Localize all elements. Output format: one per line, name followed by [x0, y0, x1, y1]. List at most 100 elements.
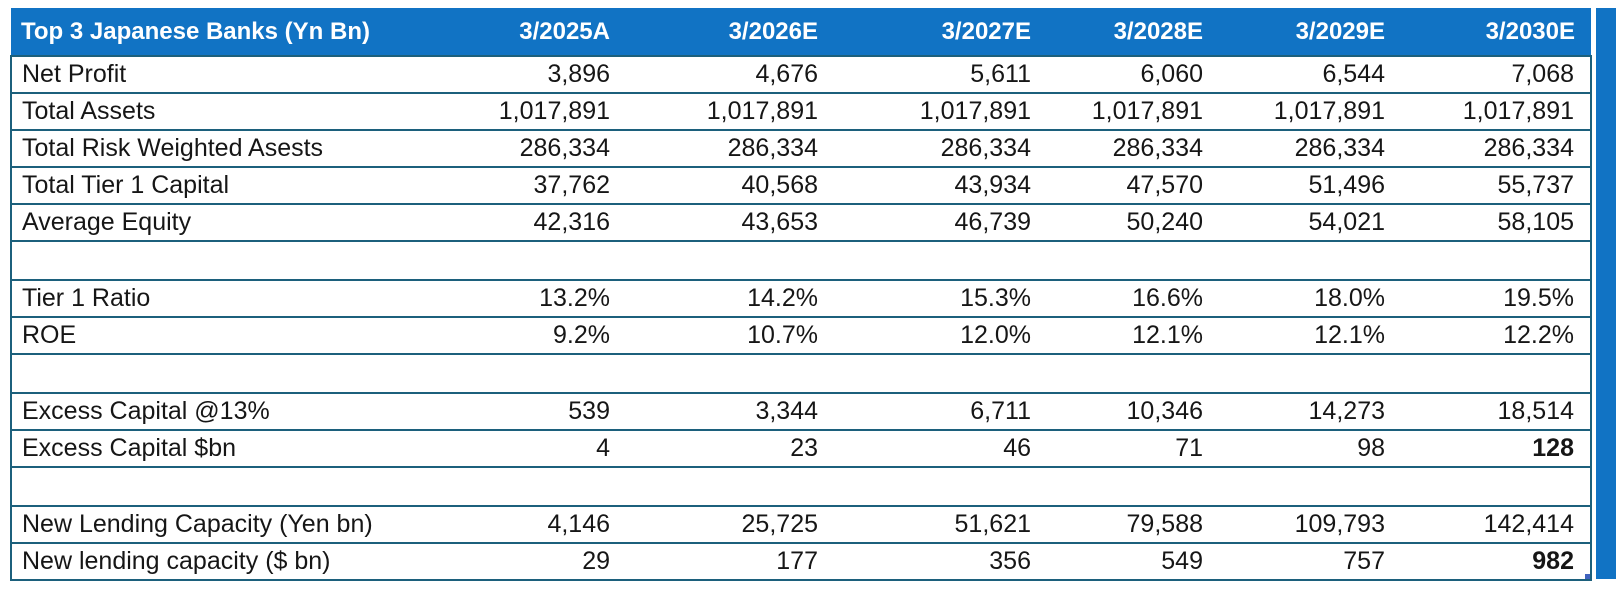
value-cell[interactable]: 109,793: [1219, 505, 1401, 544]
table-row: Average Equity 42,316 43,653 46,739 50,240 54…: [10, 203, 1592, 242]
spacer-cell: [10, 354, 1592, 393]
row-label[interactable]: Excess Capital $bn: [10, 429, 441, 468]
value-cell[interactable]: 1,017,891: [441, 92, 626, 131]
value-cell[interactable]: 3,344: [626, 392, 834, 431]
value-cell[interactable]: 16.6%: [1047, 279, 1219, 318]
row-label[interactable]: Net Profit: [10, 55, 441, 94]
value-cell[interactable]: 15.3%: [834, 279, 1047, 318]
table-row: New Lending Capacity (Yen bn) 4,146 25,725…: [10, 505, 1592, 544]
spacer-row: [10, 241, 1592, 280]
row-label[interactable]: New Lending Capacity (Yen bn): [10, 505, 441, 544]
value-cell[interactable]: 1,017,891: [834, 92, 1047, 131]
value-cell[interactable]: 6,544: [1219, 55, 1401, 94]
value-cell[interactable]: 43,653: [626, 203, 834, 242]
table-row: Excess Capital $bn 4 23 46 71 98 128: [10, 429, 1592, 468]
value-cell[interactable]: 13.2%: [441, 279, 626, 318]
value-cell[interactable]: 18.0%: [1219, 279, 1401, 318]
table-row: Net Profit 3,896 4,676 5,611 6,060 6,544 7,068: [10, 55, 1592, 94]
table-header-row: Top 3 Japanese Banks (Yn Bn) 3/2025A 3/202…: [11, 8, 1591, 57]
blue-edge-bar: [1596, 8, 1616, 579]
banks-financials-table: Top 3 Japanese Banks (Yn Bn) 3/2025A 3/202…: [10, 8, 1592, 581]
value-cell[interactable]: 3,896: [441, 55, 626, 94]
value-cell[interactable]: 37,762: [441, 166, 626, 205]
spacer-row: [10, 354, 1592, 393]
value-cell[interactable]: 71: [1047, 429, 1219, 468]
value-cell[interactable]: 79,588: [1047, 505, 1219, 544]
value-cell[interactable]: 6,060: [1047, 55, 1219, 94]
value-cell[interactable]: 50,240: [1047, 203, 1219, 242]
value-cell[interactable]: 14,273: [1219, 392, 1401, 431]
value-cell[interactable]: 55,737: [1401, 166, 1592, 205]
value-cell[interactable]: 43,934: [834, 166, 1047, 205]
value-cell[interactable]: 128: [1401, 429, 1592, 468]
value-cell[interactable]: 1,017,891: [1219, 92, 1401, 131]
spacer-row: [10, 467, 1592, 506]
table-row: Tier 1 Ratio 13.2% 14.2% 15.3% 16.6% 18.0% 19.…: [10, 279, 1592, 318]
value-cell[interactable]: 4,676: [626, 55, 834, 94]
table-title[interactable]: Top 3 Japanese Banks (Yn Bn): [11, 8, 441, 57]
row-label[interactable]: Excess Capital @13%: [10, 392, 441, 431]
row-label[interactable]: Total Risk Weighted Asests: [10, 129, 441, 168]
value-cell[interactable]: 286,334: [441, 129, 626, 168]
value-cell[interactable]: 42,316: [441, 203, 626, 242]
row-label[interactable]: Total Assets: [10, 92, 441, 131]
value-cell[interactable]: 54,021: [1219, 203, 1401, 242]
value-cell[interactable]: 12.1%: [1047, 316, 1219, 355]
value-cell[interactable]: 1,017,891: [1401, 92, 1592, 131]
value-cell[interactable]: 12.0%: [834, 316, 1047, 355]
value-cell[interactable]: 12.2%: [1401, 316, 1592, 355]
value-cell[interactable]: 286,334: [834, 129, 1047, 168]
value-cell[interactable]: 539: [441, 392, 626, 431]
value-cell[interactable]: 51,621: [834, 505, 1047, 544]
column-header[interactable]: 3/2026E: [626, 8, 834, 57]
row-label[interactable]: New lending capacity ($ bn): [10, 542, 441, 581]
value-cell[interactable]: 982: [1401, 542, 1592, 581]
value-cell[interactable]: 12.1%: [1219, 316, 1401, 355]
row-label[interactable]: Average Equity: [10, 203, 441, 242]
column-header[interactable]: 3/2027E: [834, 8, 1047, 57]
value-cell[interactable]: 4,146: [441, 505, 626, 544]
value-cell[interactable]: 286,334: [1401, 129, 1592, 168]
value-cell[interactable]: 19.5%: [1401, 279, 1592, 318]
value-cell[interactable]: 40,568: [626, 166, 834, 205]
value-cell[interactable]: 356: [834, 542, 1047, 581]
value-cell[interactable]: 23: [626, 429, 834, 468]
column-header[interactable]: 3/2030E: [1401, 8, 1591, 57]
value-cell[interactable]: 51,496: [1219, 166, 1401, 205]
row-label[interactable]: ROE: [10, 316, 441, 355]
column-header[interactable]: 3/2025A: [441, 8, 626, 57]
row-label[interactable]: Tier 1 Ratio: [10, 279, 441, 318]
value-cell[interactable]: 10.7%: [626, 316, 834, 355]
value-cell[interactable]: 7,068: [1401, 55, 1592, 94]
value-cell[interactable]: 1,017,891: [626, 92, 834, 131]
value-cell[interactable]: 142,414: [1401, 505, 1592, 544]
column-header[interactable]: 3/2028E: [1047, 8, 1219, 57]
value-cell[interactable]: 18,514: [1401, 392, 1592, 431]
value-cell[interactable]: 9.2%: [441, 316, 626, 355]
value-cell[interactable]: 46,739: [834, 203, 1047, 242]
spacer-cell: [10, 467, 1592, 506]
value-cell[interactable]: 177: [626, 542, 834, 581]
row-label[interactable]: Total Tier 1 Capital: [10, 166, 441, 205]
value-cell[interactable]: 1,017,891: [1047, 92, 1219, 131]
value-cell[interactable]: 286,334: [1047, 129, 1219, 168]
value-cell[interactable]: 46: [834, 429, 1047, 468]
value-cell[interactable]: 6,711: [834, 392, 1047, 431]
value-cell[interactable]: 10,346: [1047, 392, 1219, 431]
value-cell[interactable]: 4: [441, 429, 626, 468]
table-row: New lending capacity ($ bn) 29 177 356 549 75…: [10, 542, 1592, 581]
fill-handle[interactable]: [1584, 573, 1589, 578]
value-cell[interactable]: 47,570: [1047, 166, 1219, 205]
value-cell[interactable]: 29: [441, 542, 626, 581]
value-cell[interactable]: 14.2%: [626, 279, 834, 318]
value-cell[interactable]: 286,334: [626, 129, 834, 168]
value-cell[interactable]: 25,725: [626, 505, 834, 544]
column-header[interactable]: 3/2029E: [1219, 8, 1401, 57]
value-cell[interactable]: 757: [1219, 542, 1401, 581]
value-cell[interactable]: 286,334: [1219, 129, 1401, 168]
value-cell[interactable]: 549: [1047, 542, 1219, 581]
value-cell[interactable]: 98: [1219, 429, 1401, 468]
value-cell[interactable]: 58,105: [1401, 203, 1592, 242]
value-cell[interactable]: 5,611: [834, 55, 1047, 94]
